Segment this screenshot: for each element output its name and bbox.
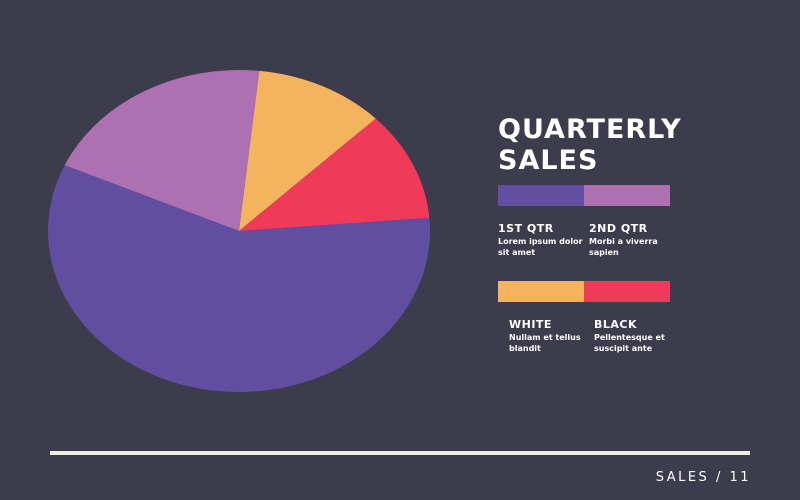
legend-label-black: BLACK <box>594 318 638 331</box>
legend-swatch-2nd-qtr <box>584 185 670 206</box>
footer-page-label: SALES / 11 <box>655 470 751 485</box>
legend-label-2nd-qtr: 2ND QTR <box>589 222 648 235</box>
pie-slice-white <box>239 70 376 231</box>
pie-chart <box>48 70 430 392</box>
legend-swatch-white <box>498 281 584 302</box>
chart-title: QUARTERLY SALES <box>498 114 682 176</box>
legend-label-white: WHITE <box>509 318 552 331</box>
legend-swatch-black <box>584 281 670 302</box>
pie-slice-2nd-qtr <box>64 70 260 232</box>
footer-rule <box>50 451 750 455</box>
legend-label-1st-qtr: 1ST QTR <box>498 222 554 235</box>
legend-swatch-1st-qtr <box>498 185 584 206</box>
title-line-2: SALES <box>498 145 599 176</box>
pie-slice-1st-qtr <box>48 165 430 392</box>
legend-desc-white: Nullam et tellus blandit <box>509 333 581 353</box>
legend-desc-2nd-qtr: Morbi a viverra sapien <box>589 237 658 257</box>
pie-slice-black <box>239 118 430 231</box>
title-line-1: QUARTERLY <box>498 114 682 145</box>
legend-desc-black: Pellentesque et suscipit ante <box>594 333 665 353</box>
legend-desc-1st-qtr: Lorem ipsum dolor sit amet <box>498 237 583 257</box>
